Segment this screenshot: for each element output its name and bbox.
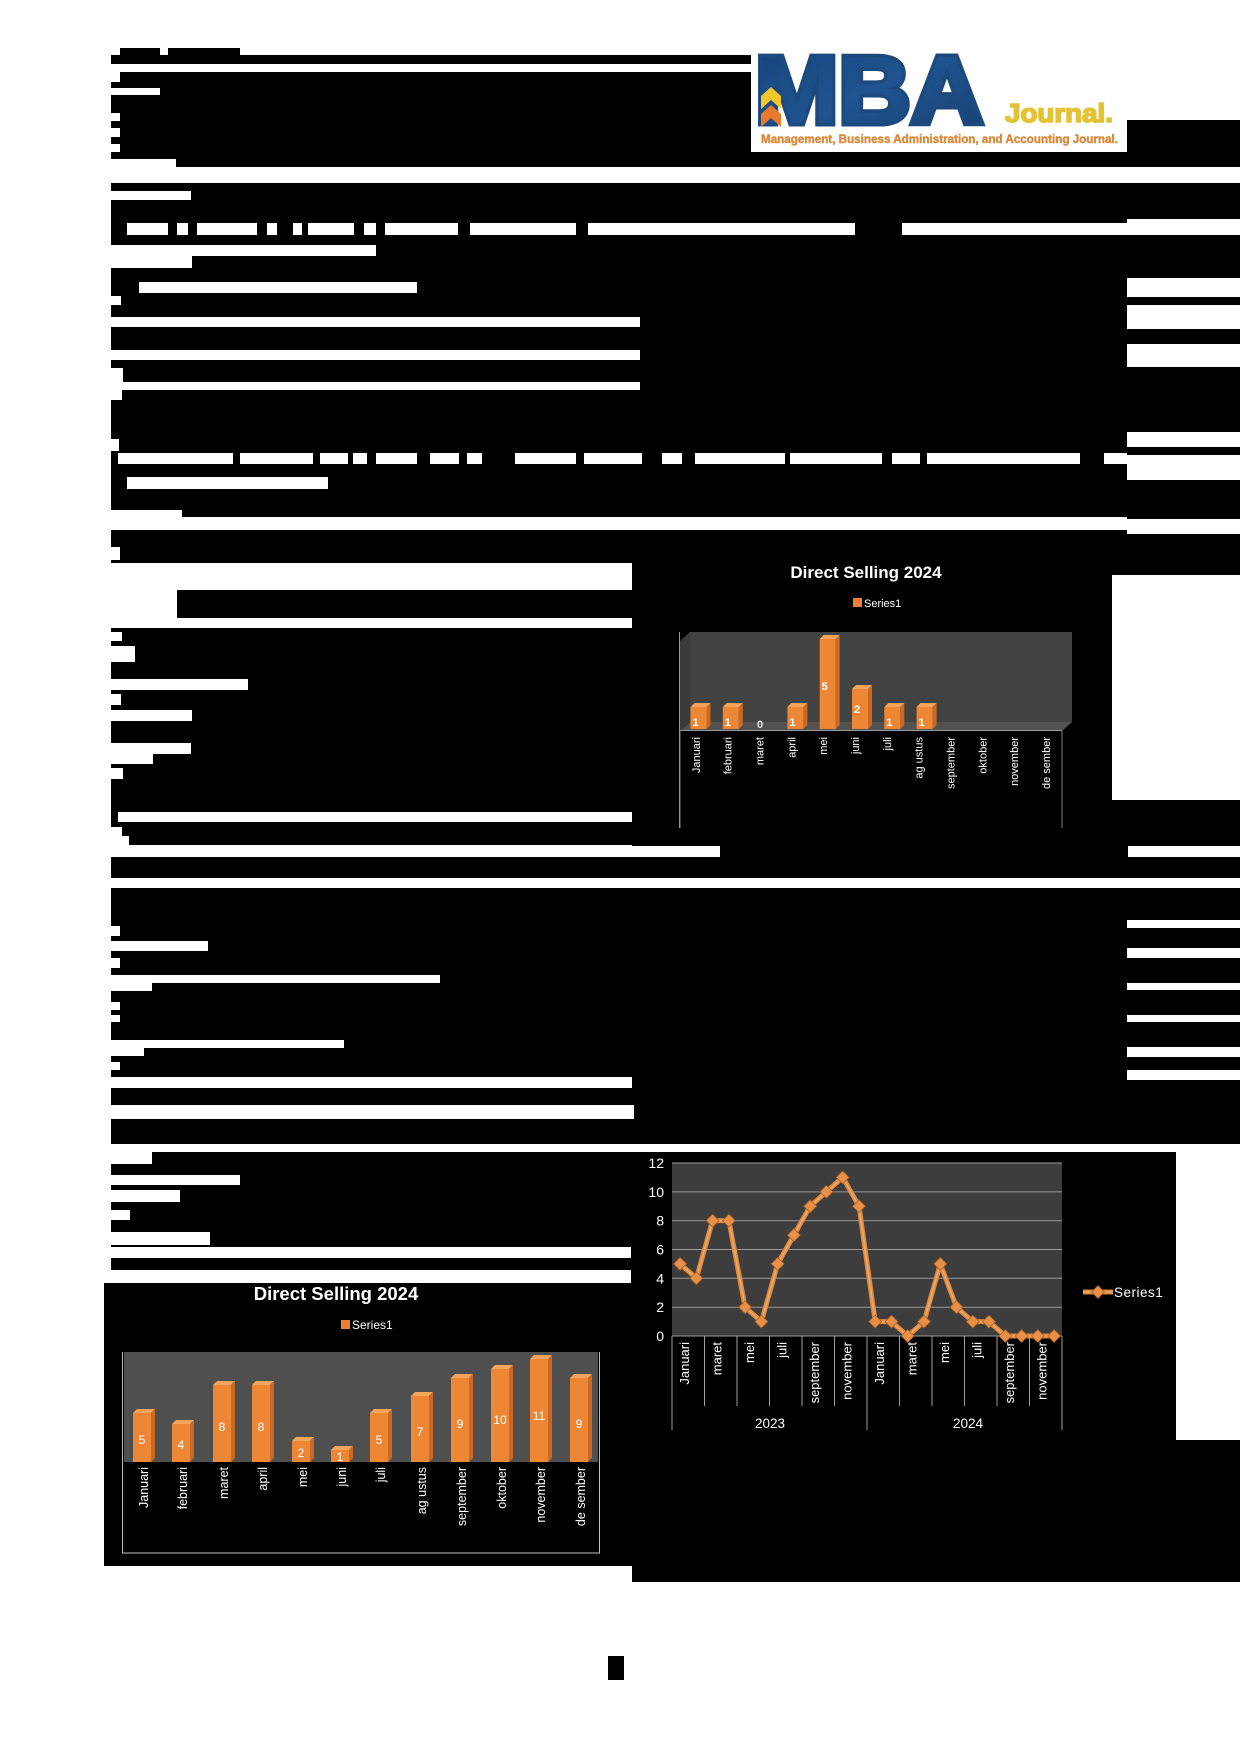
svg-text:8: 8 [258,1420,265,1434]
svg-text:september: september [807,1341,822,1403]
svg-text:november: november [1035,1341,1050,1399]
svg-text:1: 1 [692,717,698,729]
svg-text:4: 4 [656,1270,664,1286]
svg-text:september: september [1002,1341,1017,1403]
svg-text:maret: maret [710,1342,725,1376]
svg-text:september: september [946,737,958,789]
svg-text:juli: juli [775,1342,790,1359]
svg-text:1: 1 [886,717,892,729]
svg-text:november: november [1009,737,1021,786]
svg-text:juni: juni [335,1467,349,1487]
svg-text:november: november [534,1467,548,1523]
svg-text:6: 6 [656,1242,664,1258]
svg-text:10: 10 [648,1184,664,1200]
svg-text:oktober: oktober [495,1467,509,1509]
svg-text:5: 5 [822,681,828,693]
svg-text:8: 8 [656,1213,664,1229]
svg-text:Direct Selling 2024: Direct Selling 2024 [790,563,942,582]
svg-text:2: 2 [854,704,860,716]
svg-text:2: 2 [656,1299,664,1315]
svg-text:juli: juli [882,737,894,751]
svg-text:0: 0 [757,719,763,731]
svg-text:8: 8 [219,1420,226,1434]
svg-text:november: november [840,1341,855,1399]
svg-text:Series1: Series1 [352,1318,393,1332]
svg-text:Januari: Januari [677,1342,692,1385]
svg-text:11: 11 [533,1409,546,1423]
svg-text:april: april [256,1467,270,1491]
svg-text:Januari: Januari [691,737,703,773]
svg-text:1: 1 [919,717,925,729]
svg-text:5: 5 [139,1433,146,1447]
svg-text:september: september [455,1467,469,1526]
svg-text:1: 1 [725,717,731,729]
svg-text:maret: maret [217,1466,231,1498]
svg-text:oktober: oktober [977,737,989,774]
svg-text:maret: maret [905,1342,920,1376]
svg-text:Januari: Januari [872,1342,887,1385]
svg-text:juni: juni [850,737,862,755]
svg-text:1: 1 [789,717,795,729]
svg-text:5: 5 [376,1433,383,1447]
svg-text:Series1: Series1 [864,598,901,610]
svg-text:2024: 2024 [953,1416,984,1431]
svg-text:februari: februari [176,1467,190,1509]
svg-text:mei: mei [296,1467,310,1487]
svg-text:9: 9 [576,1417,583,1431]
svg-text:mei: mei [818,737,830,755]
svg-text:ag ustus: ag ustus [914,737,926,779]
svg-text:de sember: de sember [574,1467,588,1526]
svg-text:12: 12 [648,1155,664,1171]
svg-text:Journal.: Journal. [1005,98,1113,128]
svg-text:mei: mei [937,1342,952,1363]
svg-text:2: 2 [298,1446,305,1460]
svg-text:ag ustus: ag ustus [415,1467,429,1514]
svg-text:1: 1 [337,1450,344,1464]
svg-text:Direct Selling 2024: Direct Selling 2024 [254,1283,419,1304]
svg-text:juli: juli [374,1467,388,1483]
svg-text:4: 4 [178,1438,185,1452]
svg-text:april: april [786,737,798,758]
svg-text:2023: 2023 [755,1416,785,1431]
svg-text:10: 10 [493,1413,507,1427]
svg-text:MBA: MBA [755,43,983,144]
svg-text:7: 7 [417,1425,424,1439]
svg-text:Series1: Series1 [1114,1285,1163,1300]
svg-text:maret: maret [755,737,767,765]
svg-text:0: 0 [656,1328,664,1344]
svg-text:juli: juli [970,1342,985,1359]
svg-text:mei: mei [742,1342,757,1363]
svg-text:februari: februari [723,737,735,774]
svg-text:Management, Business Administ: Management, Business Administration, and… [761,134,1118,146]
svg-text:Januari: Januari [137,1467,151,1508]
svg-text:de sember: de sember [1041,737,1053,789]
svg-text:9: 9 [457,1417,464,1431]
